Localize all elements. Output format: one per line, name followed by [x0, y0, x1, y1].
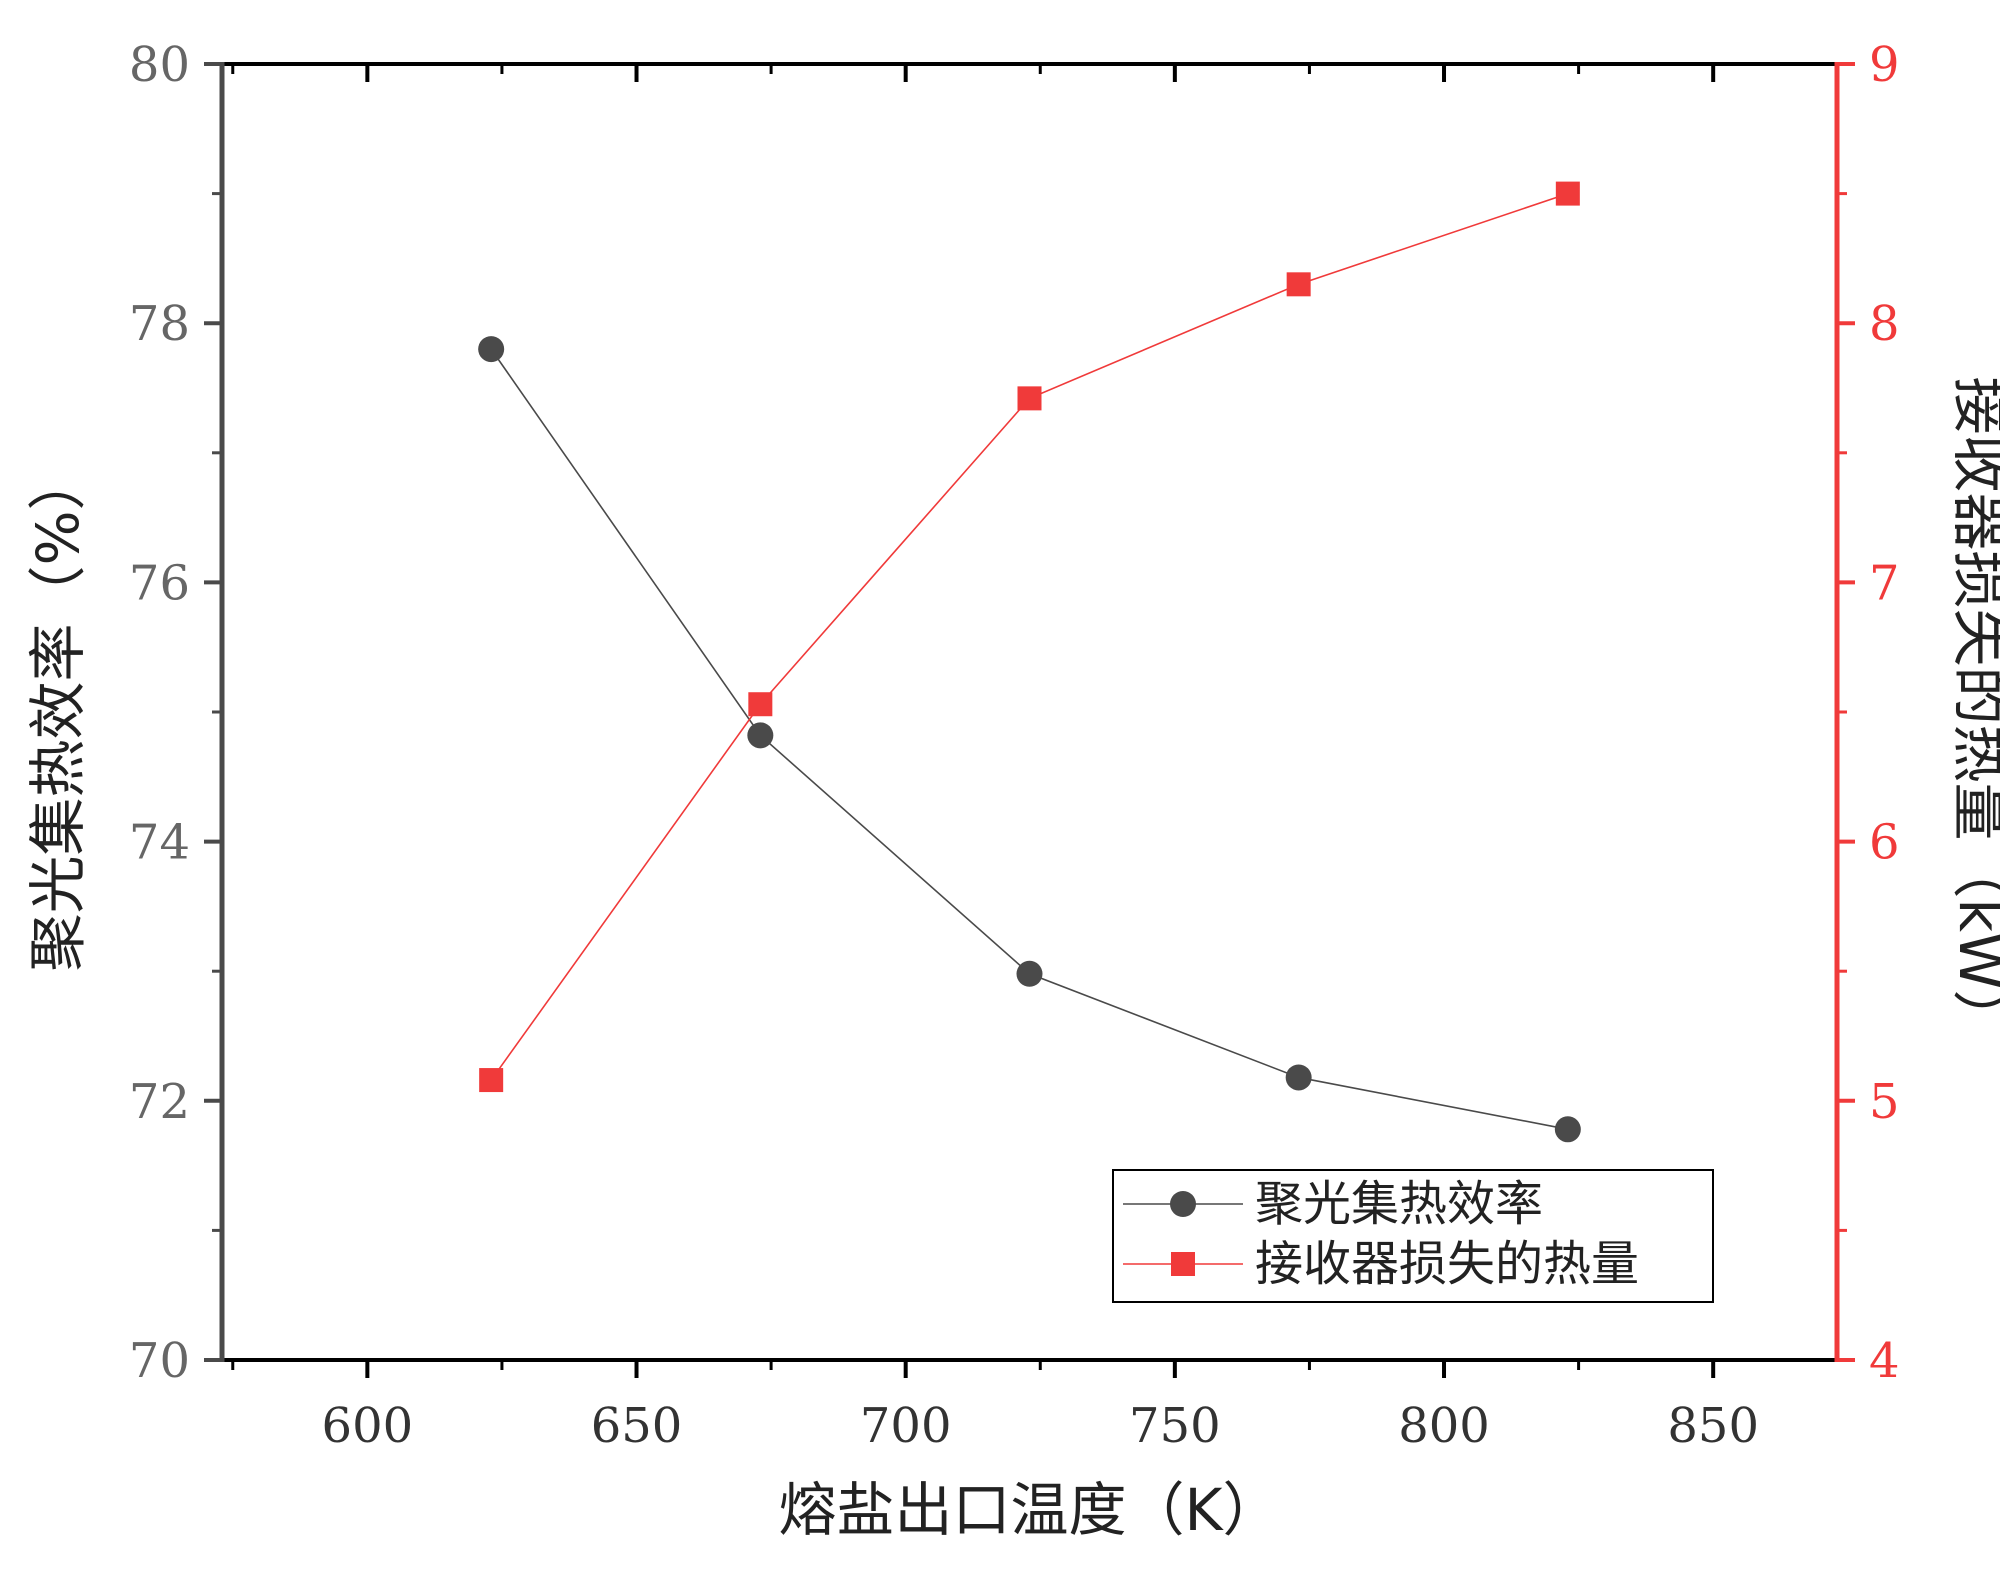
y-left-tick-label: 80: [129, 37, 190, 93]
efficiency-point: [1554, 1116, 1581, 1143]
series-heat-loss: [479, 181, 1580, 1093]
legend-label-heat-loss: 接收器损失的热量: [1255, 1236, 1639, 1292]
efficiency-point: [1016, 960, 1043, 987]
y-right-tick-label: 5: [1869, 1074, 1900, 1130]
legend-marker-heat-loss: [1171, 1252, 1195, 1276]
heat-loss-line: [490, 192, 1569, 1081]
heat-loss-point: [1555, 181, 1580, 206]
series-layer: [478, 181, 1581, 1143]
y-left-tick-label: 76: [129, 555, 190, 611]
legend-label-efficiency: 聚光集热效率: [1255, 1176, 1543, 1232]
plot-frame: [219, 62, 1840, 1362]
efficiency-point: [1285, 1064, 1312, 1091]
legend-marker-efficiency: [1170, 1191, 1196, 1217]
y-right-tick-label: 6: [1869, 815, 1900, 871]
y-right-axis-title: 接收器损失的热量（kW）: [1946, 377, 2000, 1048]
heat-loss-point: [479, 1068, 504, 1093]
efficiency-point: [747, 722, 774, 749]
x-tick-label: 850: [1667, 1398, 1759, 1454]
y-left-tick-label: 78: [129, 296, 190, 352]
x-tick-label: 750: [1129, 1398, 1221, 1454]
heat-loss-point: [748, 692, 773, 717]
heat-loss-point: [1286, 272, 1311, 297]
y-left-tick-label: 70: [129, 1333, 190, 1389]
x-tick-label: 800: [1398, 1398, 1490, 1454]
y-left-tick-label: 74: [129, 815, 190, 871]
x-tick-label: 650: [591, 1398, 683, 1454]
series-efficiency: [478, 336, 1581, 1143]
y-right-tick-label: 4: [1869, 1333, 1900, 1389]
efficiency-line: [490, 348, 1568, 1131]
heat-loss-point: [1017, 386, 1042, 411]
legend-box: [1112, 1169, 1714, 1303]
x-tick-label: 700: [860, 1398, 952, 1454]
y-left-axis-title: 聚光集热效率（%）: [24, 452, 92, 971]
y-right-tick-label: 8: [1869, 296, 1900, 352]
y-left-tick-label: 72: [129, 1074, 190, 1130]
x-axis-title: 熔盐出口温度（K）: [778, 1476, 1280, 1544]
y-right-tick-label: 7: [1869, 555, 1900, 611]
efficiency-point: [478, 336, 505, 363]
y-right-tick-label: 9: [1869, 37, 1900, 93]
x-tick-label: 600: [322, 1398, 414, 1454]
